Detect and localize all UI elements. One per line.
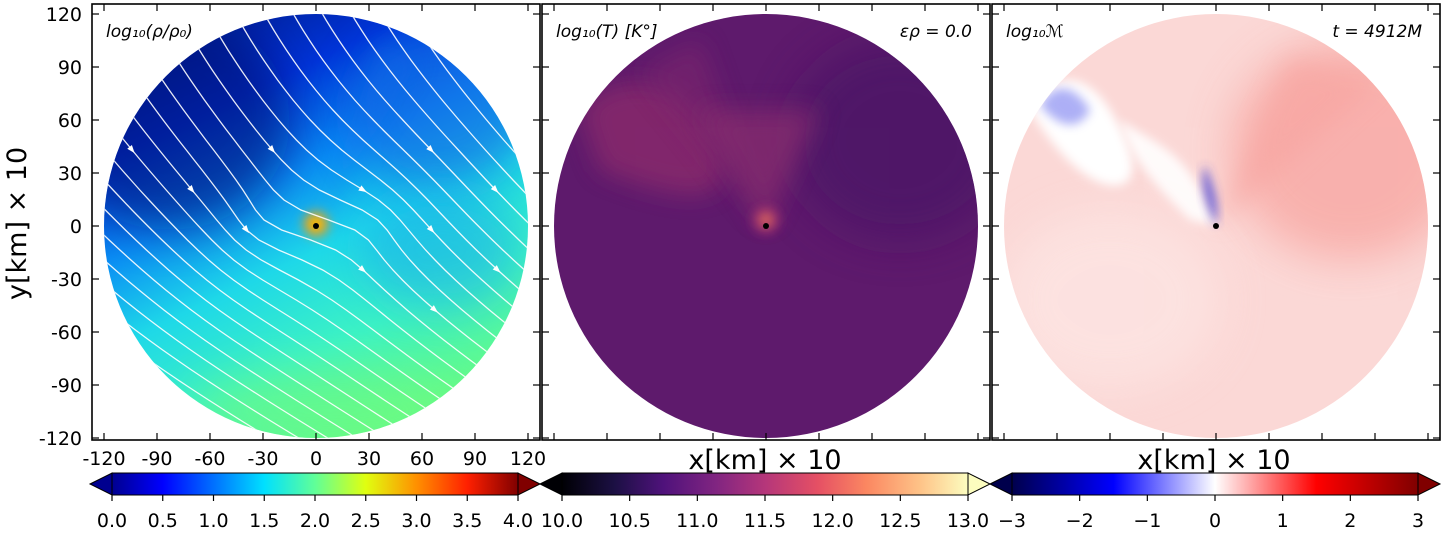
colorbar-tick-label: −1	[1133, 510, 1161, 532]
accretor-marker	[1213, 223, 1219, 229]
x-tick-label: -90	[141, 448, 172, 470]
colorbar-extend-low	[540, 473, 562, 495]
colorbar-extend-high	[1418, 473, 1440, 495]
x-tick-label: -60	[194, 448, 225, 470]
colorbar-tick-label: 1.0	[198, 510, 228, 532]
y-tick-label: 0	[70, 216, 82, 238]
colorbar: −3 −2 −1 0 1 2 3	[990, 473, 1440, 532]
x-tick-label: 30	[357, 448, 381, 470]
colorbar-extend-low	[90, 473, 112, 495]
y-tick-label: -30	[51, 269, 82, 291]
y-tick-label: -90	[51, 375, 82, 397]
mach-field	[1000, 10, 1452, 442]
colorbar-extend-low	[990, 473, 1012, 495]
colorbar-tick-label: −3	[998, 510, 1026, 532]
colorbar-tick-label: 12.0	[812, 510, 854, 532]
accretor-marker	[763, 223, 769, 229]
panel-temperature: log₁₀(T) [K°] ερ = 0.0	[542, 4, 1010, 442]
colorbar-gradient	[562, 473, 968, 495]
time-annotation: t = 4912M	[1332, 22, 1422, 42]
colorbar-tick-label: 0.0	[97, 510, 127, 532]
colorbar-tick-label: 3	[1412, 510, 1424, 532]
colorbar-tick-label: 11.5	[744, 510, 786, 532]
colorbar-extend-high	[518, 473, 540, 495]
x-tick-label: -120	[82, 448, 125, 470]
colorbar-tick-label: 13.0	[947, 510, 989, 532]
y-axis-label: y[km] × 10	[2, 147, 33, 300]
colorbar: 10.0 10.5 11.0 11.5 12.0 12.5 13.0	[540, 473, 990, 532]
epsilon-annotation: ερ = 0.0	[900, 22, 972, 42]
x-tick-label: 120	[510, 448, 546, 470]
colorbar-tick-label: 10.0	[541, 510, 583, 532]
panel-mach: log₁₀ℳ t = 4912M	[992, 4, 1452, 442]
colorbar-tick-label: 2.0	[300, 510, 330, 532]
x-axis-label: x[km] × 10	[688, 445, 841, 476]
colorbar-tick-label: 3.5	[452, 510, 482, 532]
colorbar-tick-label: 1.5	[249, 510, 279, 532]
colorbar-gradient	[112, 473, 518, 495]
y-tick-label: -60	[51, 322, 82, 344]
colorbar-tick-label: 2.5	[351, 510, 381, 532]
colorbar-tick-label: 0.5	[148, 510, 178, 532]
temperature-field	[550, 10, 1010, 442]
colorbar-extend-high	[968, 473, 990, 495]
y-tick-label: 60	[58, 110, 82, 132]
colorbar: 0.0 0.5 1.0 1.5 2.0 2.5 3.0 3.5 4.0	[90, 473, 540, 532]
colorbar-tick-label: −2	[1066, 510, 1094, 532]
y-tick-label: -120	[39, 428, 82, 450]
colorbar-tick-label: 3.0	[401, 510, 431, 532]
streamline-arrow	[12, 65, 21, 75]
colorbar-tick-label: 12.5	[879, 510, 921, 532]
colorbar-gradient	[1012, 473, 1418, 495]
colorbar-tick-label: 4.0	[503, 510, 533, 532]
panel-title: log₁₀(ρ/ρ₀)	[106, 22, 193, 42]
panel-title: log₁₀ℳ	[1006, 22, 1064, 42]
colorbar-tick-label: 0	[1209, 510, 1221, 532]
x-axis-label: x[km] × 10	[1137, 445, 1290, 476]
y-tick-label: 30	[58, 163, 82, 185]
y-tick-label: 90	[58, 57, 82, 79]
colorbar-tick-label: 1	[1277, 510, 1289, 532]
x-tick-label: 90	[463, 448, 487, 470]
x-tick-label: -30	[247, 448, 278, 470]
colorbar-tick-label: 10.5	[609, 510, 651, 532]
x-tick-label: 0	[310, 448, 322, 470]
x-tick-label: 60	[410, 448, 434, 470]
accretor-marker	[313, 223, 319, 229]
y-tick-label: 120	[46, 4, 82, 26]
colorbar-tick-label: 2	[1344, 510, 1356, 532]
colorbar-tick-label: 11.0	[676, 510, 718, 532]
panel-title: log₁₀(T) [K°]	[556, 22, 658, 42]
